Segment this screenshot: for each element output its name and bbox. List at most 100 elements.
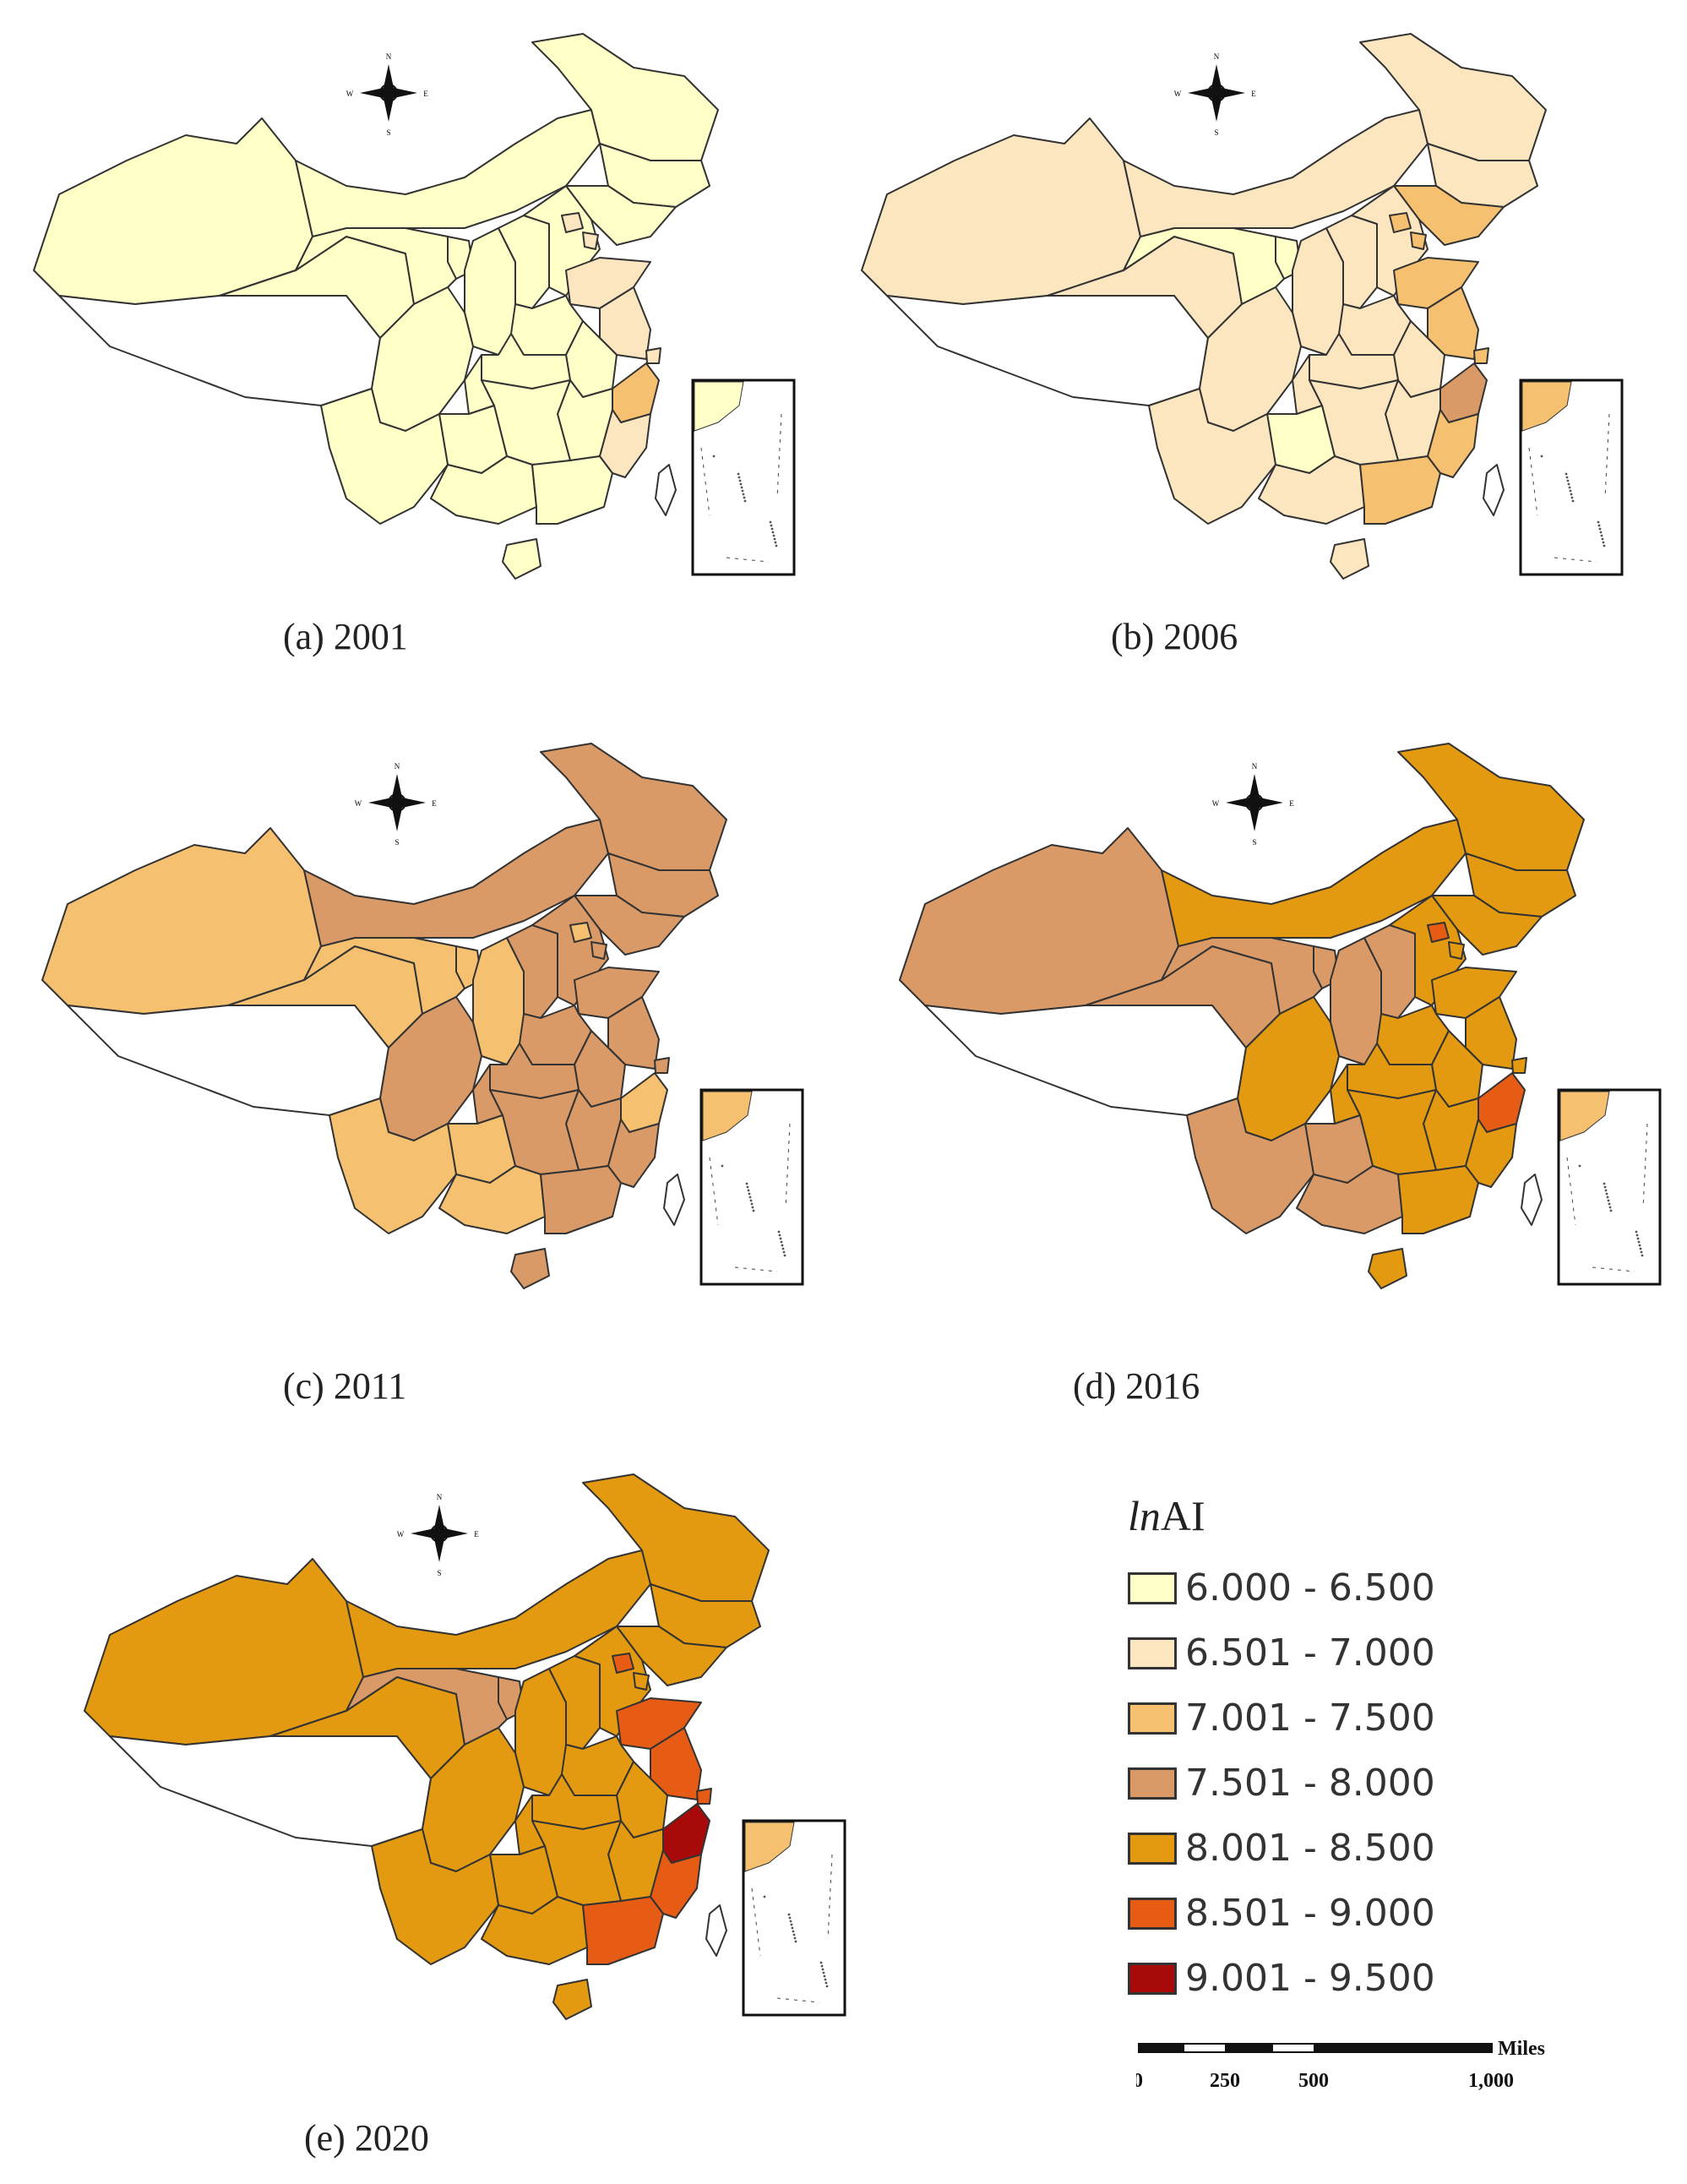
north-arrow-icon: N S E W: [346, 52, 429, 137]
province-xinjiang: [33, 117, 313, 305]
scale-tick: 0: [1136, 2070, 1143, 2092]
scale-tick: 500: [1298, 2070, 1329, 2092]
province-tianjin: [590, 941, 607, 960]
province-fujian: [1427, 409, 1479, 478]
china-map: N S E W: [861, 33, 1624, 580]
province-shanghai: [1473, 347, 1489, 364]
legend-label: 6.000 - 6.500: [1185, 1566, 1435, 1609]
scale-unit: Miles: [1498, 2038, 1545, 2060]
legend: lnAI 6.000 - 6.500 6.501 - 7.000 7.001 - 7…: [1128, 1491, 1567, 2011]
legend-item: 7.001 - 7.500: [1128, 1686, 1567, 1751]
legend-swatch: [1128, 1702, 1177, 1735]
legend-label: 6.501 - 7.000: [1185, 1631, 1435, 1675]
north-arrow-icon: N S E W: [397, 1493, 480, 1577]
province-hainan: [552, 1979, 592, 2020]
compass-n-label: N: [437, 1493, 443, 1501]
province-hainan: [1368, 1248, 1407, 1289]
province-beijing: [612, 1653, 634, 1674]
province-liaoning: [565, 185, 677, 246]
province-xinjiang: [84, 1558, 364, 1746]
south-china-sea-inset: [742, 1819, 846, 2017]
province-liaoning: [1393, 185, 1505, 246]
china-map: N S E W: [84, 1473, 846, 2020]
province-beijing: [561, 212, 584, 233]
province-guangdong: [1359, 455, 1441, 525]
province-taiwan: [1521, 1174, 1543, 1226]
province-liaoning: [574, 895, 685, 956]
legend-label: 7.001 - 7.500: [1185, 1697, 1435, 1740]
compass-e-label: E: [1289, 799, 1294, 808]
legend-swatch: [1128, 1962, 1177, 1995]
compass-s-label: S: [395, 838, 399, 847]
compass-w-label: W: [346, 90, 354, 98]
china-map: N S E W: [899, 743, 1662, 1289]
province-liaoning: [616, 1626, 727, 1686]
province-taiwan: [705, 1904, 727, 1957]
south-china-sea-inset: [691, 379, 796, 576]
panel-caption: (d) 2016: [1073, 1365, 1200, 1407]
compass-w-label: W: [1212, 799, 1220, 808]
scale-tick: 1,000: [1468, 2070, 1514, 2092]
legend-swatch: [1128, 1767, 1177, 1800]
compass-e-label: E: [1251, 90, 1256, 98]
compass-n-label: N: [1214, 52, 1220, 61]
province-guangdong: [582, 1896, 664, 1965]
province-beijing: [569, 922, 592, 943]
province-zhejiang: [662, 1803, 710, 1864]
province-tianjin: [582, 231, 599, 250]
legend-swatch: [1128, 1832, 1177, 1865]
scale-bar: Miles 0 250 500 1,000: [1136, 2038, 1545, 2092]
north-arrow-icon: N S E W: [1174, 52, 1257, 137]
compass-w-label: W: [1174, 90, 1182, 98]
compass-s-label: S: [437, 1569, 441, 1577]
province-zhejiang: [620, 1072, 668, 1133]
compass-w-label: W: [355, 799, 362, 808]
compass-e-label: E: [423, 90, 428, 98]
province-zhejiang: [1477, 1072, 1526, 1133]
province-tianjin: [1410, 231, 1427, 250]
legend-item: 6.501 - 7.000: [1128, 1620, 1567, 1686]
province-zhejiang: [612, 362, 660, 423]
panel-caption: (e) 2020: [304, 2117, 429, 2159]
south-china-sea-inset: [1557, 1088, 1662, 1286]
province-fujian: [650, 1849, 702, 1919]
legend-item: 8.001 - 8.500: [1128, 1816, 1567, 1881]
province-xinjiang: [41, 827, 322, 1015]
province-fujian: [607, 1119, 660, 1188]
province-tianjin: [1448, 941, 1465, 960]
province-hainan: [510, 1248, 550, 1289]
panel-caption: (a) 2001: [283, 616, 408, 657]
legend-label: 9.001 - 9.500: [1185, 1957, 1435, 2000]
compass-n-label: N: [1252, 762, 1258, 771]
province-taiwan: [663, 1174, 685, 1226]
province-tianjin: [633, 1672, 650, 1691]
province-xinjiang: [861, 117, 1141, 305]
panel-caption: (b) 2006: [1111, 616, 1238, 657]
legend-swatch: [1128, 1897, 1177, 1930]
province-shanghai: [1511, 1057, 1527, 1074]
province-xinjiang: [899, 827, 1179, 1015]
china-map: N S E W: [33, 33, 796, 580]
compass-s-label: S: [1214, 128, 1218, 137]
north-arrow-icon: N S E W: [1212, 762, 1295, 847]
province-hainan: [1330, 538, 1369, 580]
south-china-sea-inset: [699, 1088, 804, 1286]
north-arrow-icon: N S E W: [355, 762, 438, 847]
province-guangdong: [1397, 1165, 1479, 1234]
province-guangdong: [540, 1165, 622, 1234]
legend-title: lnAI: [1128, 1492, 1205, 1539]
province-beijing: [1427, 922, 1450, 943]
legend-item: 9.001 - 9.500: [1128, 1946, 1567, 2011]
province-shanghai: [696, 1788, 712, 1805]
province-fujian: [599, 409, 651, 478]
compass-n-label: N: [386, 52, 392, 61]
province-guangdong: [531, 455, 613, 525]
province-hainan: [502, 538, 541, 580]
compass-e-label: E: [474, 1530, 479, 1539]
province-zhejiang: [1439, 362, 1488, 423]
province-fujian: [1465, 1119, 1517, 1188]
legend-label: 8.001 - 8.500: [1185, 1827, 1435, 1870]
province-taiwan: [1483, 464, 1505, 516]
compass-w-label: W: [397, 1530, 405, 1539]
south-china-sea-inset: [1519, 379, 1624, 576]
